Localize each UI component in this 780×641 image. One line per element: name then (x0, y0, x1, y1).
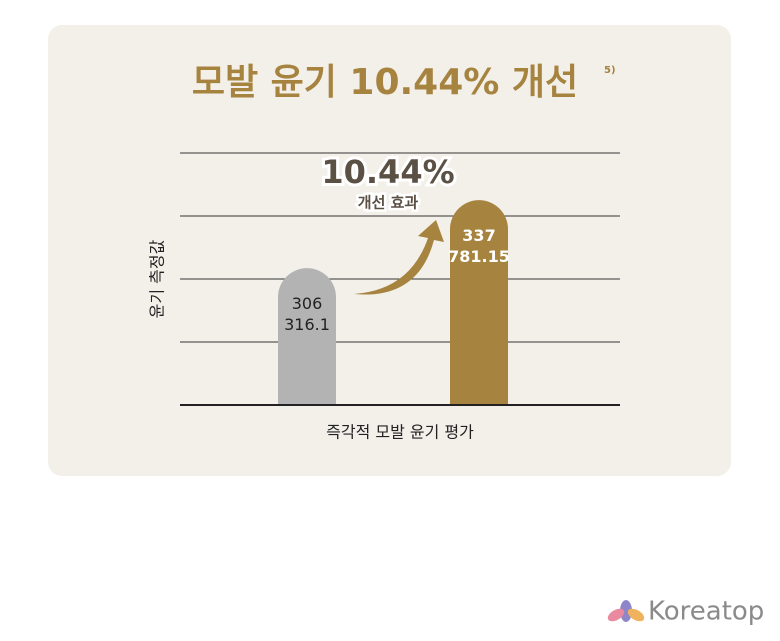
watermark-icon (607, 600, 645, 622)
annotation-sub: 개선 효과 (358, 194, 419, 212)
value-label: 306 316.1 (284, 294, 330, 334)
title-note: 5) (604, 65, 616, 76)
chart-title: 모발 윤기 10.44% 개선 (192, 62, 578, 103)
annotation: 10.44% (321, 153, 454, 191)
watermark: Koreatop (648, 597, 764, 627)
bar (450, 200, 508, 405)
arrow (354, 220, 444, 295)
value-label: 337 781.15 (448, 226, 510, 266)
x-axis-label: 즉각적 모발 윤기 평가 (326, 423, 474, 442)
panel (48, 25, 731, 476)
y-axis-label: 윤기 측정값 (148, 239, 167, 318)
bar (278, 268, 336, 405)
